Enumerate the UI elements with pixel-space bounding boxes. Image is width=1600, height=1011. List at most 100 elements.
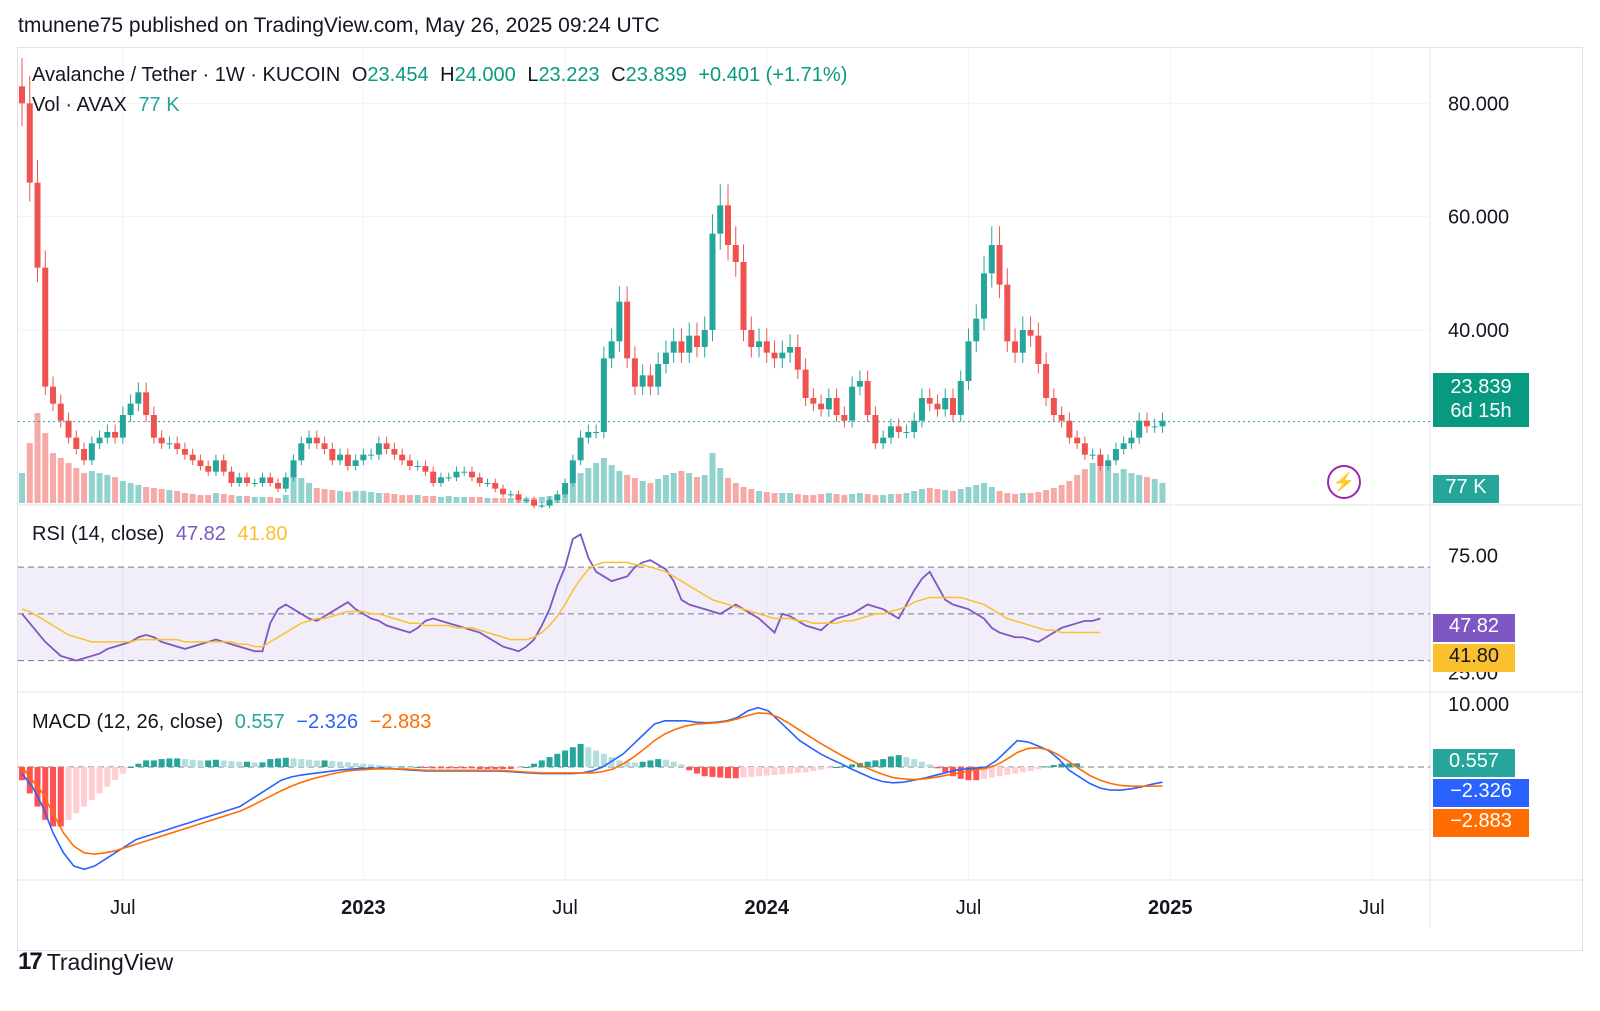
candle-body	[181, 449, 188, 455]
volume-bar	[181, 493, 188, 503]
volume-bar	[135, 485, 142, 503]
candle-body	[1066, 420, 1073, 438]
volume-bar	[143, 487, 150, 503]
candle-body	[523, 500, 530, 501]
volume-bar	[670, 473, 677, 503]
volume-bar	[321, 489, 328, 503]
macd-histogram-bar	[818, 767, 825, 770]
macd-histogram-bar	[810, 767, 817, 771]
candle-body	[1058, 415, 1065, 421]
candle-body	[127, 403, 134, 415]
tradingview-logo-icon: 17	[18, 948, 43, 975]
volume-bar	[104, 475, 111, 503]
macd-histogram-bar	[298, 759, 305, 767]
symbol-label[interactable]: Avalanche / Tether · 1W · KUCOIN	[32, 64, 341, 86]
candle-body	[437, 477, 444, 483]
macd-histogram-bar	[259, 762, 266, 767]
macd-histogram-bar	[631, 762, 638, 767]
volume-bar	[569, 483, 576, 503]
macd-series-line	[21, 712, 1163, 855]
macd-histogram-bar	[383, 765, 390, 767]
macd-histogram-bar	[437, 767, 444, 769]
candle-body	[1143, 420, 1150, 427]
rsi-tag: 47.82	[1433, 614, 1515, 642]
volume-bar	[445, 496, 452, 503]
macd-histogram-bar	[1027, 767, 1034, 771]
candle-body	[515, 494, 522, 500]
candle-body	[243, 477, 250, 483]
candle-body	[569, 460, 576, 483]
tradingview-brand[interactable]: 17 TradingView	[18, 948, 173, 976]
candle-body	[554, 494, 561, 500]
macd-histogram-bar	[709, 767, 716, 777]
candle-body	[717, 205, 724, 234]
candle-body	[344, 454, 351, 466]
candle-body	[57, 403, 64, 421]
macd-histogram-bar	[406, 767, 413, 768]
macd-histogram-bar	[670, 761, 677, 767]
candle-body	[911, 420, 918, 432]
volume-bar	[577, 473, 584, 503]
volume-bar	[1074, 475, 1081, 503]
macd-histogram-bar	[1012, 767, 1019, 774]
candle-body	[406, 460, 413, 466]
candle-body	[267, 477, 274, 483]
macd-histogram-bar	[507, 767, 514, 769]
macd-label[interactable]: MACD (12, 26, close)	[32, 711, 224, 733]
macd-histogram-bar	[104, 767, 111, 787]
macd-histogram-bar	[243, 761, 250, 767]
volume-bar	[872, 495, 879, 503]
volume-bar	[988, 487, 995, 503]
volume-bar	[1081, 469, 1088, 503]
rsi-label[interactable]: RSI (14, close)	[32, 523, 165, 545]
macd-histogram-bar	[150, 760, 157, 767]
macd-histogram-bar	[181, 759, 188, 767]
macd-histogram-bar	[825, 767, 832, 769]
candle-body	[686, 335, 693, 353]
volume-bar	[1012, 494, 1019, 503]
candle-body	[65, 420, 72, 438]
macd-histogram-bar	[1066, 763, 1073, 767]
macd-histogram-bar	[65, 767, 72, 820]
volume-bar	[243, 496, 250, 503]
price-tick-label: 40.000	[1448, 320, 1509, 342]
macd-histogram-bar	[337, 761, 344, 767]
volume-bar	[197, 495, 204, 503]
macd-histogram-bar	[174, 758, 181, 767]
candle-body	[492, 483, 499, 489]
candle-body	[670, 341, 677, 353]
macd-histogram-bar	[926, 764, 933, 767]
volume-bar	[996, 491, 1003, 503]
candle-body	[1081, 443, 1088, 455]
macd-hist-tag: 0.557	[1433, 749, 1515, 777]
macd-histogram-bar	[73, 767, 80, 814]
volume-bar	[119, 481, 126, 503]
candle-body	[321, 443, 328, 449]
volume-bar	[779, 493, 786, 503]
candle-body	[228, 471, 235, 483]
macd-histogram-bar	[1035, 767, 1042, 769]
macd-line-value: −2.326	[296, 711, 359, 733]
candle-body	[631, 358, 638, 387]
volume-bar	[802, 495, 809, 503]
open-label: O	[351, 64, 368, 86]
macd-histogram-bar	[42, 767, 49, 820]
volume-bar	[732, 483, 739, 503]
macd-histogram-bar	[96, 767, 103, 794]
macd-histogram-bar	[282, 757, 289, 767]
lightning-icon[interactable]: ⚡	[1327, 465, 1361, 499]
volume-bar	[453, 497, 460, 503]
macd-histogram-bar	[717, 767, 724, 778]
candle-body	[763, 341, 770, 353]
volume-bar	[127, 483, 134, 503]
volume-bar	[251, 497, 258, 503]
vol-label[interactable]: Vol · AVAX	[32, 94, 127, 116]
macd-histogram-bar	[693, 767, 700, 774]
macd-histogram-bar	[344, 762, 351, 767]
volume-bar	[430, 496, 437, 503]
candle-body	[298, 443, 305, 461]
candle-body	[810, 398, 817, 404]
candle-body	[756, 341, 763, 347]
volume-bar	[344, 492, 351, 503]
